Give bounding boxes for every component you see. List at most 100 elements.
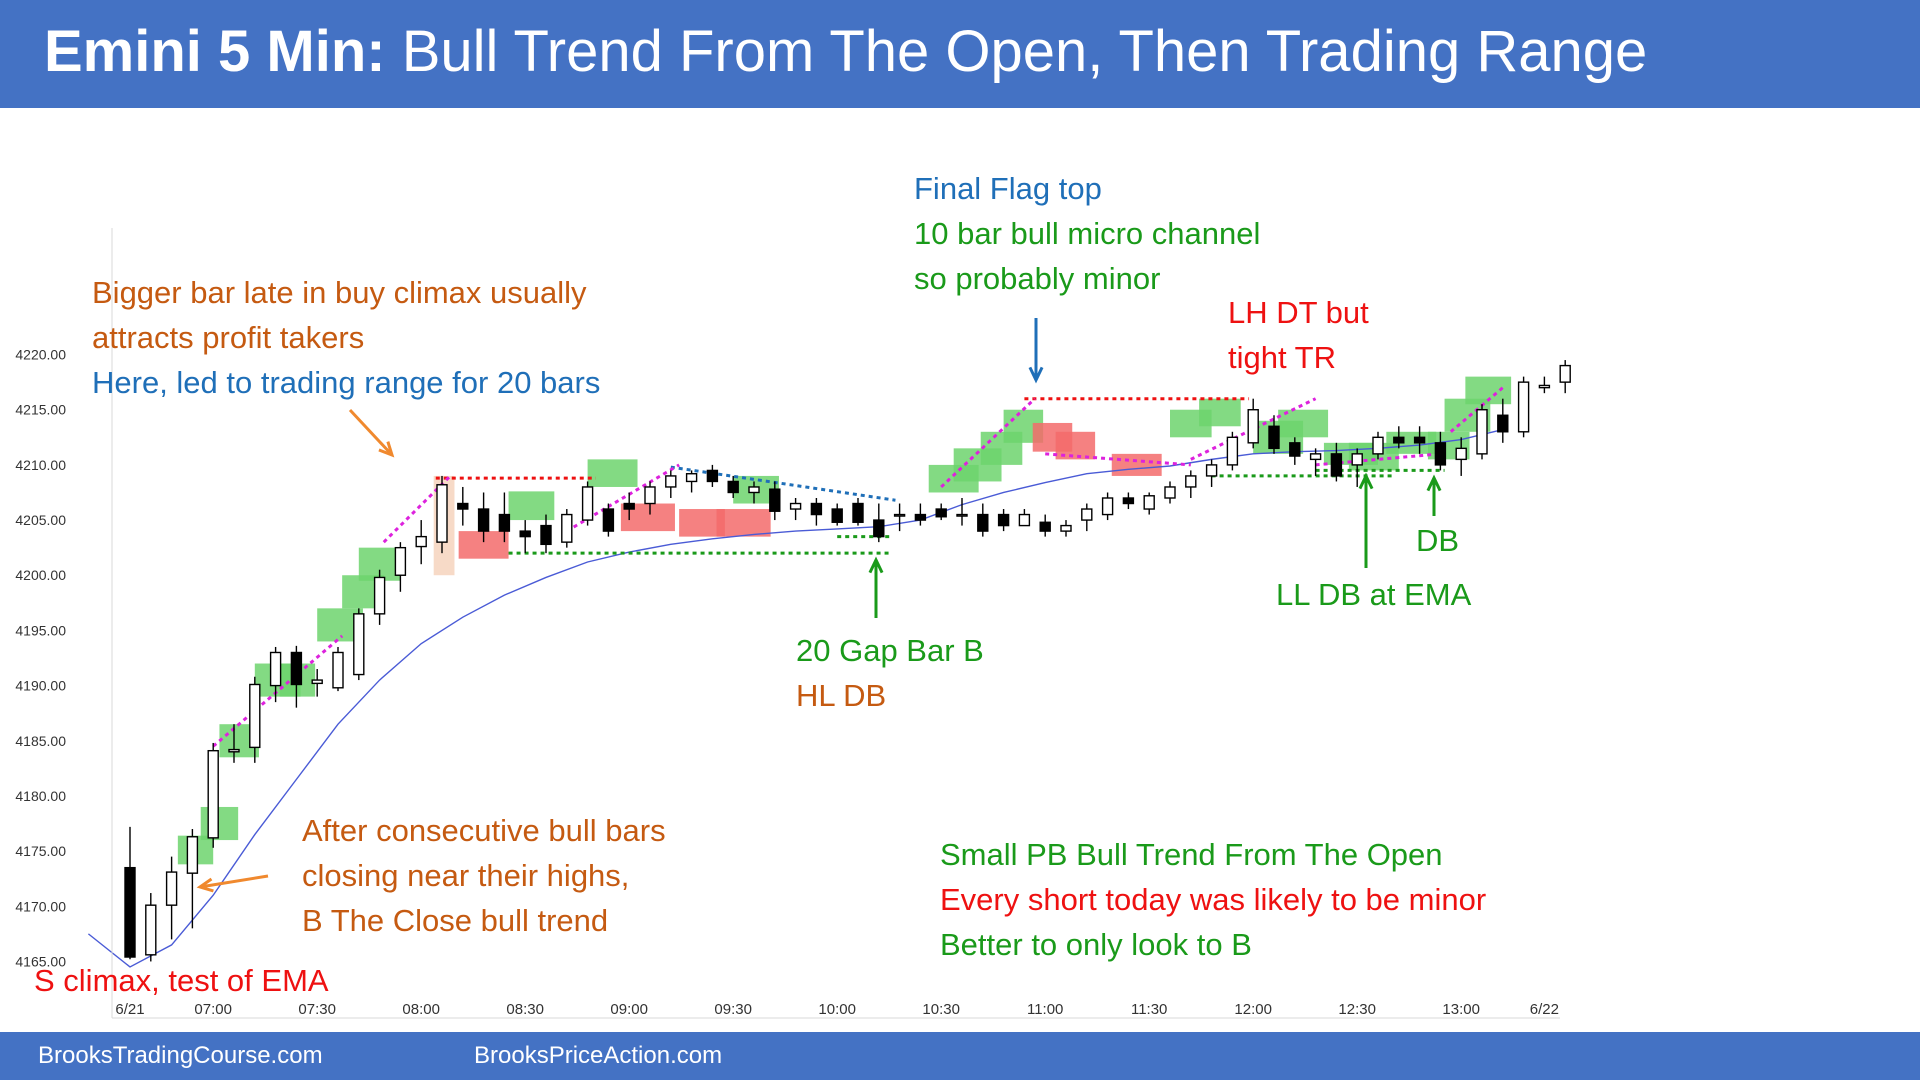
ema-line	[87, 428, 1503, 968]
bull-candle	[269, 651, 282, 687]
micro-channel-line-4	[940, 397, 1036, 489]
x-tick-label: 08:00	[402, 1001, 440, 1018]
bull-candle	[394, 546, 407, 576]
x-tick-label: 6/21	[115, 1001, 144, 1018]
bear-candle	[498, 513, 511, 532]
bear-candle	[477, 508, 490, 532]
bear-candle	[457, 502, 469, 510]
axes-layer: 4165.00 4170.00 4175.00 4180.00 4185.00 4190.…	[15, 228, 1560, 1019]
bull-candle	[415, 535, 427, 548]
bull-candle	[1205, 464, 1218, 477]
bear-candle	[977, 513, 989, 532]
climax-note: Bigger bar late in buy climax usually at…	[92, 270, 600, 405]
orange-arrow-icon	[348, 408, 395, 458]
bull-candle	[1517, 381, 1530, 433]
bull-candle	[436, 484, 448, 543]
highlight-box	[716, 509, 771, 537]
x-tick-label: 08:30	[506, 1001, 544, 1018]
y-tick-label: 4220.00	[15, 347, 66, 363]
blue-arrow-down-icon	[1028, 318, 1044, 384]
bull-candle	[956, 513, 968, 517]
summary-line2: Every short today was likely to be minor	[940, 882, 1487, 917]
ema-layer	[87, 428, 1503, 968]
bull-candle	[332, 651, 344, 689]
bear-candle	[602, 508, 615, 532]
footer-link-left[interactable]: BrooksTradingCourse.com	[38, 1042, 323, 1069]
bull-candle	[145, 904, 157, 956]
footer-link-right[interactable]: BrooksPriceAction.com	[474, 1042, 723, 1069]
bear-candle	[873, 519, 885, 538]
consecutive-line2: closing near their highs,	[302, 858, 630, 893]
x-tick-label: 10:30	[922, 1001, 960, 1018]
final-flag-note: Final Flag top 10 bar bull micro channel…	[914, 166, 1260, 301]
y-tick-label: 4170.00	[15, 898, 66, 914]
green-arrow-up-icon	[868, 556, 884, 618]
final-flag-line1: Final Flag top	[914, 171, 1102, 206]
bull-candle	[1101, 497, 1114, 516]
bear-candle	[935, 508, 947, 518]
bear-candle	[623, 502, 635, 510]
bear-candle	[1122, 497, 1135, 505]
candles-layer	[124, 360, 1571, 962]
lh-dt-line2: tight TR	[1228, 340, 1336, 375]
x-tick-label: 11:30	[1131, 1001, 1167, 1018]
final-flag-line2: 10 bar bull micro channel	[914, 216, 1261, 251]
candlestick-chart: 4165.00 4170.00 4175.00 4180.00 4185.00 4190.…	[15, 228, 1571, 1019]
bull-candle	[1476, 409, 1488, 455]
bear-candle	[914, 513, 927, 521]
micro-channel-line-6	[1190, 397, 1317, 461]
gap-bar-note: 20 Gap Bar B HL DB	[796, 628, 984, 718]
bear-candle	[831, 508, 843, 523]
x-tick-label: 07:00	[194, 1001, 232, 1018]
footer-banner: BrooksTradingCourse.com BrooksPriceActio…	[0, 1032, 1920, 1080]
bear-candle	[1413, 436, 1426, 444]
final-flag-line3: so probably minor	[914, 261, 1161, 296]
green-arrow-up-icon-3	[1426, 474, 1442, 516]
summary-note: Small PB Bull Trend From The Open Every …	[940, 832, 1486, 967]
bull-candle	[373, 576, 386, 615]
bull-candle	[789, 502, 802, 510]
bull-candle	[1372, 436, 1384, 455]
bear-candle	[852, 502, 864, 523]
y-tick-label: 4195.00	[15, 622, 66, 638]
bear-candle	[769, 488, 781, 512]
bull-candle	[1185, 475, 1197, 488]
consecutive-line1: After consecutive bull bars	[302, 813, 666, 848]
highlight-box	[508, 491, 555, 521]
title-bold: Emini 5 Min:	[44, 19, 386, 84]
highlight-box	[1111, 453, 1162, 476]
bull-candle	[353, 613, 365, 676]
bull-candle	[249, 683, 261, 749]
highlight-box	[1199, 398, 1241, 427]
x-tick-label: 13:00	[1442, 1001, 1480, 1018]
x-tick-label: 12:00	[1234, 1001, 1272, 1018]
x-tick-label: 09:30	[714, 1001, 752, 1018]
summary-line3: Better to only look to B	[940, 927, 1252, 962]
trendline-layer	[212, 386, 1504, 748]
db-note: DB	[1416, 523, 1460, 558]
title-rest: Bull Trend From The Open, Then Trading R…	[385, 19, 1648, 84]
gap-bar-line1: 20 Gap Bar B	[796, 633, 984, 668]
bull-candle	[186, 836, 199, 874]
bear-candle	[1268, 425, 1280, 450]
lh-dt-note: LH DT but tight TR	[1228, 290, 1369, 380]
consecutive-line3: B The Close bull trend	[302, 903, 609, 938]
bull-candle	[1226, 436, 1239, 466]
bull-candle	[1164, 486, 1176, 499]
bull-candle	[1351, 453, 1363, 466]
highlight-box	[200, 806, 239, 841]
bull-candle	[644, 486, 656, 505]
bear-candle	[1039, 521, 1051, 532]
bull-candle	[893, 513, 906, 517]
y-tick-label: 4180.00	[15, 788, 66, 804]
bull-candle	[1081, 508, 1093, 521]
x-tick-label: 09:00	[610, 1001, 648, 1018]
bull-candle	[748, 486, 760, 494]
y-tick-label: 4200.00	[15, 567, 66, 583]
bull-candle	[1455, 447, 1467, 461]
bull-candle	[228, 748, 240, 753]
s-climax-note: S climax, test of EMA	[34, 963, 329, 998]
x-tick-label: 11:00	[1027, 1001, 1063, 1018]
bull-candle	[581, 486, 594, 521]
bear-candle	[1393, 436, 1405, 444]
